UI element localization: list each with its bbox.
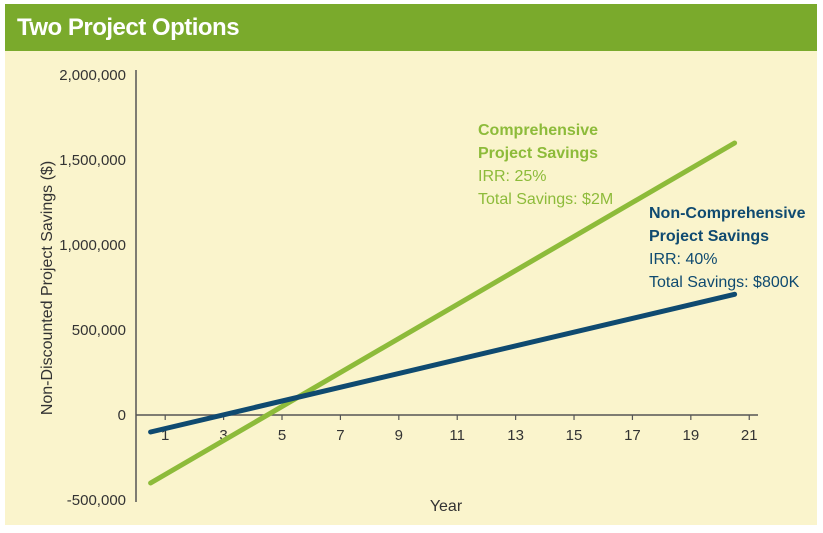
comprehensive-annotation-irr: IRR: 25% [478, 168, 546, 185]
non-comprehensive-annotation-irr: IRR: 40% [649, 251, 717, 268]
series-lines [148, 140, 738, 486]
y-tick-labels: 2,000,000 1,500,000 1,000,000 500,000 0 -500,… [59, 67, 126, 509]
y-tick-label: 0 [118, 407, 126, 424]
comprehensive-series-line [148, 140, 738, 486]
x-tick-label: 17 [624, 427, 641, 444]
x-tick-label: 19 [682, 427, 699, 444]
non-comprehensive-annotation: Non-Comprehensive Project Savings IRR: 4… [649, 205, 806, 291]
y-axis-title: Non-Discounted Project Savings ($) [39, 161, 56, 415]
chart-panel [5, 51, 817, 525]
comprehensive-annotation-line1: Comprehensive [478, 122, 598, 139]
non-comprehensive-annotation-total: Total Savings: $800K [649, 274, 800, 291]
x-tick-label: 7 [336, 427, 344, 444]
non-comprehensive-annotation-line1: Non-Comprehensive [649, 205, 806, 222]
x-tick-label: 13 [507, 427, 524, 444]
x-tick-labels: 1 3 5 7 9 11 13 15 17 19 21 [161, 415, 758, 444]
x-tick-label: 11 [449, 427, 465, 444]
x-tick-label: 15 [566, 427, 583, 444]
x-axis-title: Year [430, 498, 463, 515]
title-bar: Two Project Options [5, 4, 817, 51]
x-tick-label: 9 [395, 427, 403, 444]
non-comprehensive-series-line [148, 291, 738, 435]
comprehensive-annotation: Comprehensive Project Savings IRR: 25% T… [478, 122, 613, 208]
x-tick-label: 1 [161, 427, 169, 444]
axes [135, 70, 758, 502]
y-tick-label: 1,500,000 [59, 152, 126, 169]
chart-title: Two Project Options [17, 14, 240, 41]
y-tick-label: 1,000,000 [59, 237, 126, 254]
x-tick-label: 5 [278, 427, 286, 444]
y-tick-label: -500,000 [67, 492, 126, 509]
x-tick-label: 21 [741, 427, 758, 444]
non-comprehensive-annotation-line2: Project Savings [649, 228, 769, 245]
y-tick-label: 500,000 [72, 322, 126, 339]
comprehensive-annotation-line2: Project Savings [478, 145, 598, 162]
comprehensive-annotation-total: Total Savings: $2M [478, 191, 613, 208]
x-tick-label: 3 [219, 427, 227, 444]
y-tick-label: 2,000,000 [59, 67, 126, 84]
